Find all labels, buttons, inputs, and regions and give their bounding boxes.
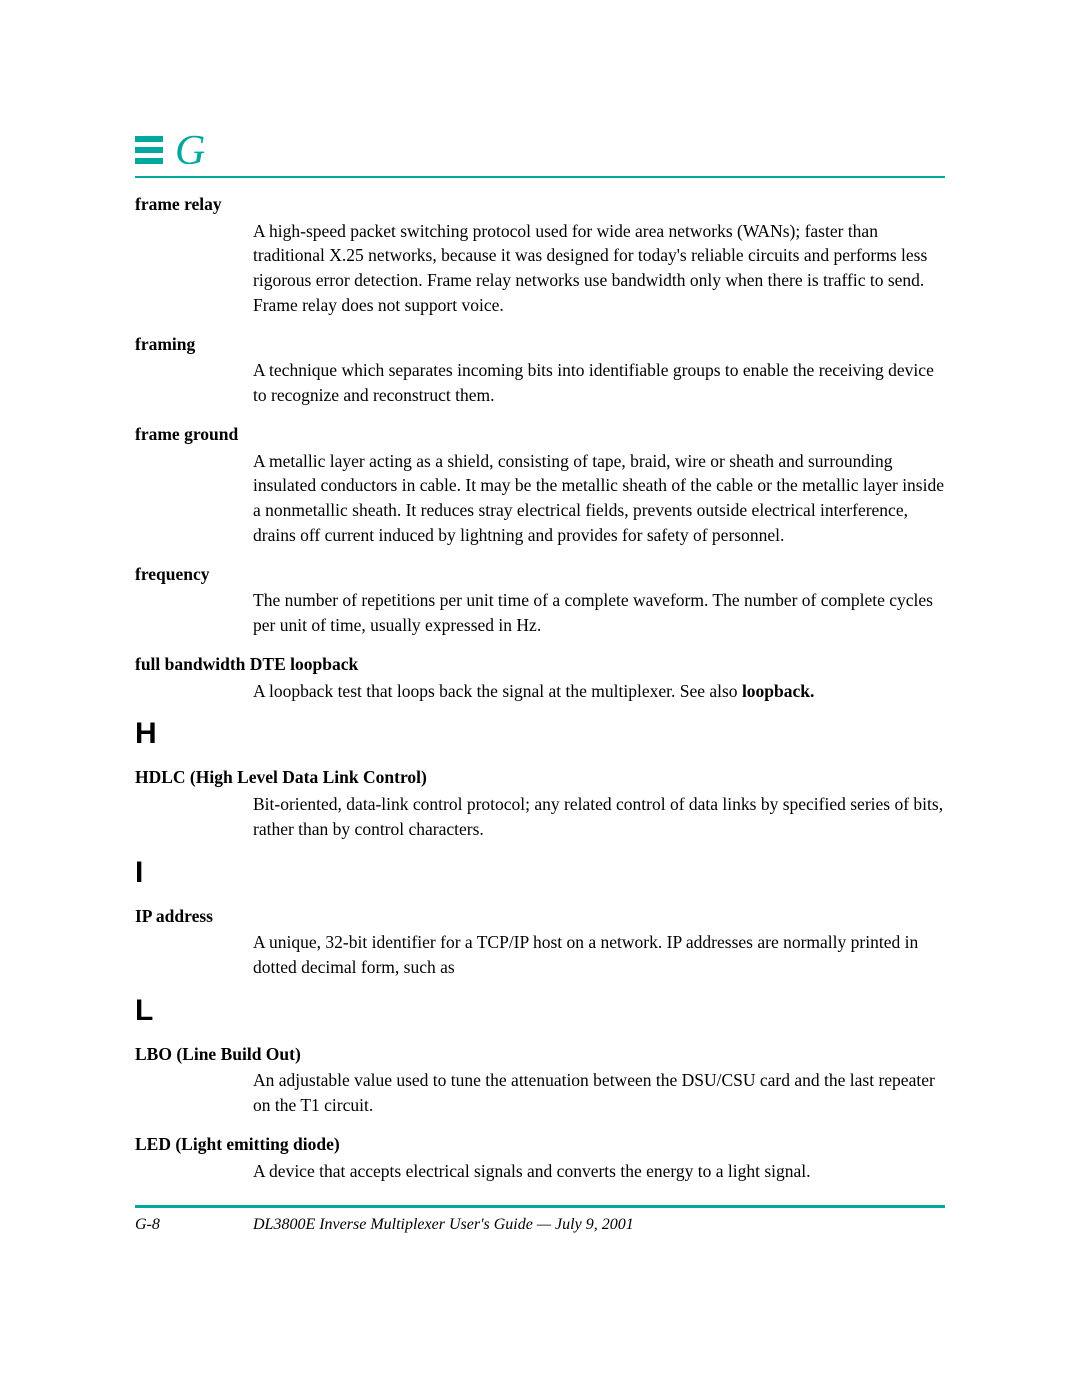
page-content: G frame relay A high-speed packet switch… <box>135 130 945 1234</box>
section-letter-h: H <box>135 717 945 751</box>
glossary-term: LED (Light emitting diode) <box>135 1132 945 1157</box>
footer-title: DL3800E Inverse Multiplexer User's Guide… <box>253 1216 945 1234</box>
glossary-entry: IP address A unique, 32-bit identifier f… <box>135 904 945 980</box>
glossary-definition: A loopback test that loops back the sign… <box>253 679 945 704</box>
glossary-definition: An adjustable value used to tune the att… <box>253 1068 945 1118</box>
glossary-entry: framing A technique which separates inco… <box>135 332 945 408</box>
glossary-definition: A high-speed packet switching protocol u… <box>253 219 945 318</box>
glossary-term: frame ground <box>135 422 945 447</box>
glossary-entry: frame ground A metallic layer acting as … <box>135 422 945 548</box>
glossary-term: frequency <box>135 562 945 587</box>
footer-page-number: G-8 <box>135 1216 253 1234</box>
glossary-term: HDLC (High Level Data Link Control) <box>135 765 945 790</box>
glossary-entries: frame relay A high-speed packet switchin… <box>135 192 945 1183</box>
glossary-term: LBO (Line Build Out) <box>135 1042 945 1067</box>
glossary-entry: frame relay A high-speed packet switchin… <box>135 192 945 318</box>
glossary-definition: A unique, 32-bit identifier for a TCP/IP… <box>253 930 945 980</box>
glossary-definition: Bit-oriented, data-link control protocol… <box>253 792 945 842</box>
header-bars-icon <box>135 136 163 174</box>
glossary-term: IP address <box>135 904 945 929</box>
page-header: G <box>135 130 945 178</box>
glossary-entry: full bandwidth DTE loopback A loopback t… <box>135 652 945 703</box>
glossary-definition: A device that accepts electrical signals… <box>253 1159 945 1184</box>
glossary-term: frame relay <box>135 192 945 217</box>
glossary-entry: frequency The number of repetitions per … <box>135 562 945 638</box>
glossary-term: framing <box>135 332 945 357</box>
glossary-def-bold: loopback. <box>742 681 814 701</box>
glossary-definition: A technique which separates incoming bit… <box>253 358 945 408</box>
glossary-entry: HDLC (High Level Data Link Control) Bit-… <box>135 765 945 841</box>
header-letter: G <box>175 130 205 174</box>
page-footer: G-8 DL3800E Inverse Multiplexer User's G… <box>135 1208 945 1234</box>
section-letter-i: I <box>135 856 945 890</box>
glossary-definition: A metallic layer acting as a shield, con… <box>253 449 945 548</box>
glossary-entry: LBO (Line Build Out) An adjustable value… <box>135 1042 945 1118</box>
section-letter-l: L <box>135 994 945 1028</box>
glossary-definition: The number of repetitions per unit time … <box>253 588 945 638</box>
glossary-term: full bandwidth DTE loopback <box>135 652 945 677</box>
glossary-entry: LED (Light emitting diode) A device that… <box>135 1132 945 1183</box>
glossary-def-text: A loopback test that loops back the sign… <box>253 681 742 701</box>
